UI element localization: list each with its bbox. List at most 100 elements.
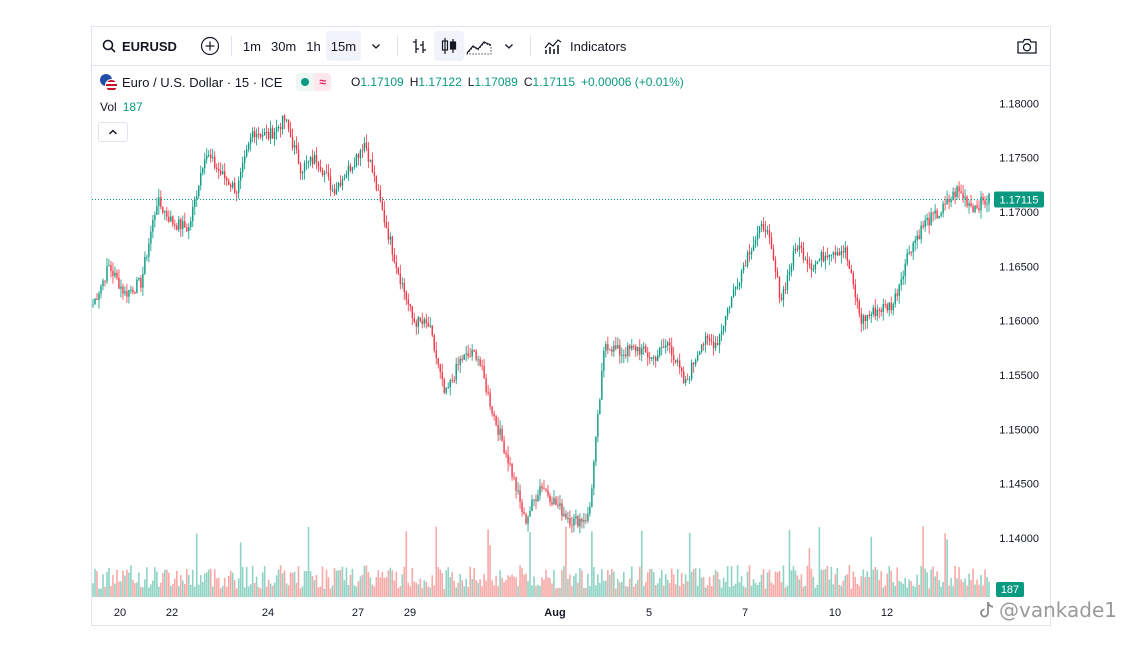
- volume-bar: [305, 571, 308, 597]
- volume-bar: [231, 572, 234, 597]
- volume-bar: [704, 587, 707, 597]
- timeframe-15m[interactable]: 15m: [325, 31, 362, 61]
- volume-bar: [876, 569, 879, 597]
- volume-bar: [116, 569, 118, 597]
- candle-body: [331, 189, 334, 191]
- candle-body: [842, 251, 845, 253]
- volume-bar: [658, 577, 661, 597]
- collapse-legend-button[interactable]: [98, 122, 128, 142]
- snapshot-button[interactable]: [1012, 31, 1042, 61]
- volume-bar: [664, 574, 667, 597]
- candle-body: [178, 219, 180, 230]
- timeframe-1h[interactable]: 1h: [306, 38, 321, 54]
- candle-body: [770, 237, 773, 250]
- candle-body: [720, 330, 723, 335]
- volume-bar: [674, 584, 677, 597]
- candle-body: [742, 265, 745, 271]
- volume-bar: [810, 568, 813, 597]
- candle-body: [419, 317, 421, 322]
- candle-body: [910, 252, 912, 254]
- timeframe-30m[interactable]: 30m: [270, 38, 297, 54]
- volume-bar: [976, 579, 978, 597]
- candle-body: [663, 346, 665, 348]
- candle-body: [188, 226, 190, 231]
- candle-body: [465, 353, 467, 355]
- timeframe-1m[interactable]: 1m: [242, 38, 261, 54]
- candle-body: [439, 364, 441, 372]
- candle-body: [441, 371, 443, 380]
- volume-bar: [844, 575, 847, 597]
- volume-bar: [112, 575, 114, 597]
- candle-body: [255, 134, 258, 138]
- volume-bar: [209, 568, 212, 597]
- volume-bar: [397, 588, 400, 597]
- indicators-button[interactable]: Indicators: [537, 31, 632, 61]
- series-title[interactable]: Euro / U.S. Dollar · 15 · ICE: [122, 74, 283, 90]
- candle-body: [802, 247, 805, 260]
- volume-bar: [519, 565, 521, 597]
- candle-body: [287, 119, 290, 130]
- volume-bar: [441, 573, 444, 597]
- candle-body: [848, 260, 851, 269]
- candle-body: [277, 126, 280, 128]
- chart-type-dropdown[interactable]: [494, 31, 524, 61]
- timeframe-dropdown[interactable]: [361, 31, 391, 61]
- candle-body: [792, 250, 795, 267]
- candle-body: [198, 185, 200, 197]
- volume-bar: [375, 577, 378, 597]
- candle-body: [391, 236, 394, 255]
- volume-bar: [954, 565, 956, 597]
- volume-bar: [297, 566, 300, 597]
- volume-bar: [419, 578, 422, 597]
- delayed-data-badge[interactable]: ≈: [314, 73, 331, 91]
- volume-bar: [790, 570, 793, 597]
- candle-body: [307, 161, 310, 163]
- candle-body: [780, 297, 783, 300]
- volume-bar: [146, 567, 148, 597]
- volume-bar: [814, 587, 817, 597]
- volume-bar: [706, 585, 709, 597]
- volume-bar: [313, 580, 316, 597]
- candle-body: [208, 154, 210, 156]
- volume-bar: [353, 585, 356, 597]
- volume-bar: [766, 572, 769, 597]
- volume-bar: [595, 585, 597, 597]
- candle-body: [962, 193, 964, 199]
- symbol-label: EURUSD: [122, 38, 177, 54]
- add-symbol-button[interactable]: [195, 31, 225, 61]
- volume-bar: [405, 531, 408, 597]
- volume-bar: [295, 582, 298, 597]
- volume-bar: [385, 577, 388, 597]
- candle-body: [629, 345, 631, 349]
- chart-canvas[interactable]: 1.18000 1.17500 1.17000 1.16500 1.16000 1.155…: [92, 27, 1050, 625]
- candle-body: [265, 132, 268, 133]
- volume-bar: [303, 570, 306, 597]
- candle-body: [902, 276, 904, 280]
- volume-bar: [738, 582, 741, 597]
- candle-body: [960, 191, 962, 194]
- candle-body: [291, 137, 294, 148]
- volume-bar: [888, 566, 891, 597]
- candle-body: [176, 225, 178, 230]
- y-tick-label: 1.14000: [999, 533, 1039, 545]
- x-tick-label: 24: [262, 607, 274, 619]
- volume-bar: [429, 587, 432, 597]
- volume-bar: [950, 577, 952, 597]
- bar-chart-button[interactable]: [404, 31, 434, 61]
- volume-bar: [764, 588, 767, 597]
- volume-bar: [668, 583, 671, 597]
- symbol-search[interactable]: EURUSD: [102, 31, 177, 61]
- volume-bar: [277, 569, 280, 597]
- volume-bar: [281, 573, 284, 597]
- candle-body: [393, 254, 396, 262]
- volume-bar: [890, 570, 893, 597]
- volume-bar: [453, 580, 455, 597]
- area-chart-button[interactable]: [464, 31, 494, 61]
- candle-body: [645, 346, 647, 353]
- candle-body: [471, 349, 473, 357]
- volume-bar: [289, 572, 292, 597]
- low-label: L: [467, 75, 475, 89]
- candles-button[interactable]: [434, 31, 465, 61]
- volume-bar: [407, 582, 410, 597]
- market-open-badge[interactable]: [296, 73, 315, 91]
